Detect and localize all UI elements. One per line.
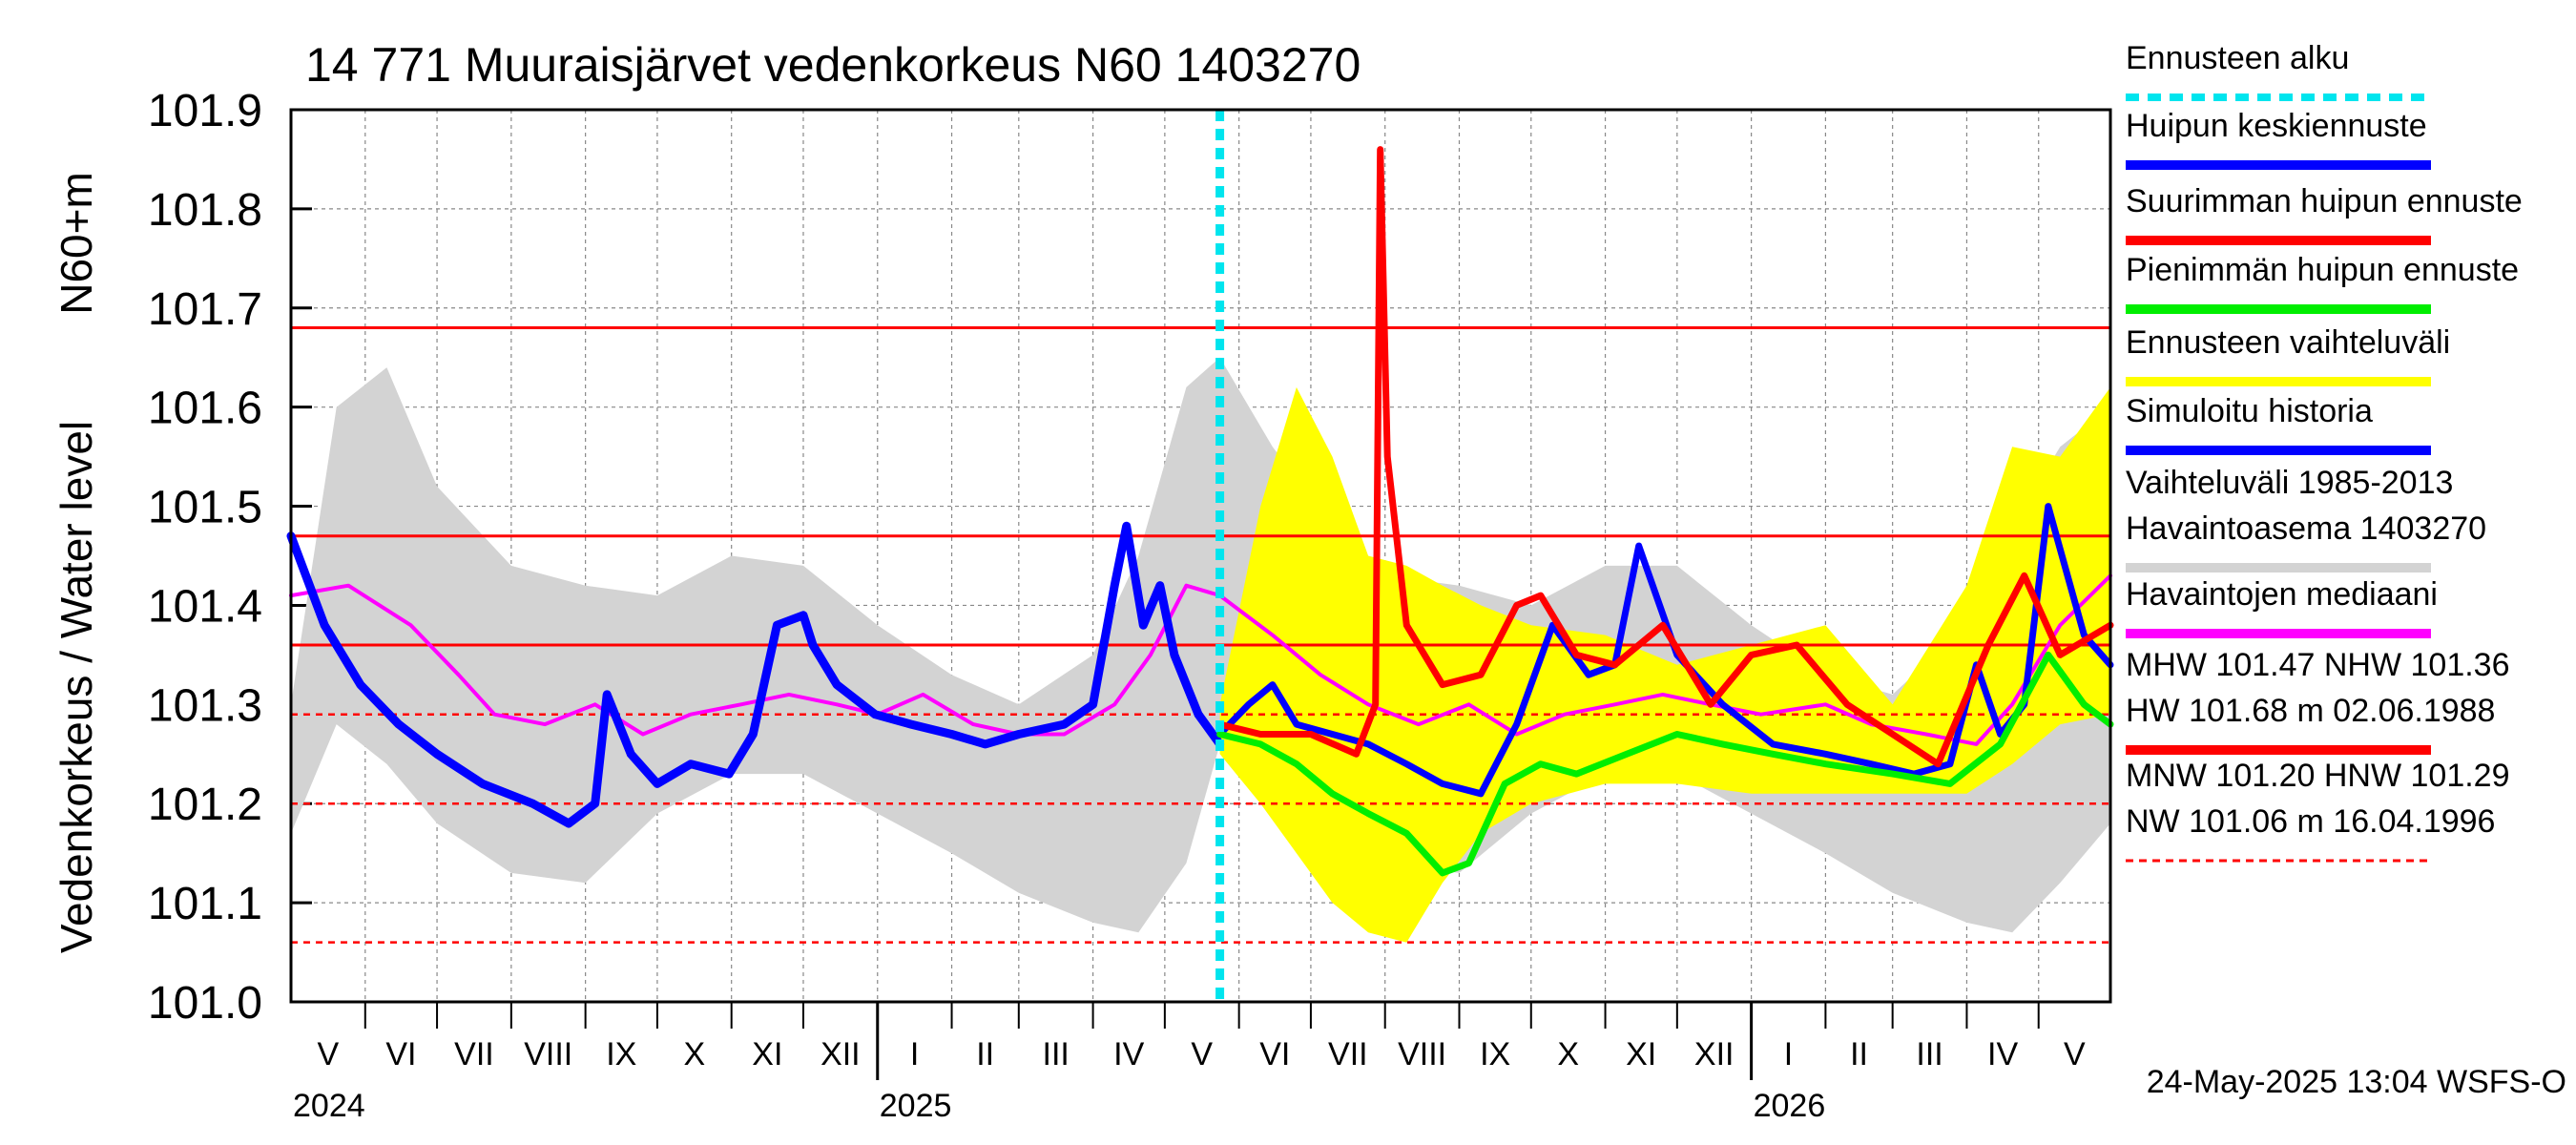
- month-label: IX: [606, 1036, 636, 1072]
- month-label: V: [2064, 1036, 2086, 1072]
- y-tick-label: 101.5: [148, 483, 262, 533]
- month-label: II: [1850, 1036, 1868, 1072]
- legend-label: Huipun keskiennuste: [2126, 108, 2427, 144]
- legend-label-line2: HW 101.68 m 02.06.1988: [2126, 693, 2495, 729]
- month-label: IX: [1480, 1036, 1510, 1072]
- series-pienimm-n-huipun-ennuste: [1216, 651, 2114, 877]
- month-label: XII: [1694, 1036, 1735, 1072]
- legend-label: Ennusteen alku: [2126, 40, 2349, 76]
- y-tick-label: 101.2: [148, 780, 262, 830]
- year-label: 2025: [880, 1088, 952, 1124]
- month-label: I: [1784, 1036, 1793, 1072]
- month-label: V: [318, 1036, 340, 1072]
- month-label: XI: [752, 1036, 782, 1072]
- plot-frame: [289, 108, 2112, 1004]
- series-huipun-keskiennuste: [1216, 503, 2114, 798]
- month-label: VII: [454, 1036, 494, 1072]
- month-label: IV: [1987, 1036, 2018, 1072]
- month-label: X: [683, 1036, 705, 1072]
- legend-label: MNW 101.20 HNW 101.29: [2126, 758, 2510, 794]
- month-label: VI: [385, 1036, 416, 1072]
- y-tick-label: 101.6: [148, 384, 262, 434]
- month-label: XI: [1626, 1036, 1656, 1072]
- legend-label: Pienimmän huipun ennuste: [2126, 252, 2519, 288]
- month-label: II: [976, 1036, 994, 1072]
- month-label: IV: [1113, 1036, 1144, 1072]
- plot-area: 101.0 101.1 101.2 101.3 101.4 101.5 101.6 101.7…: [148, 86, 2114, 1124]
- year-label: 2024: [293, 1088, 365, 1124]
- month-label: VIII: [524, 1036, 572, 1072]
- series-suurimman-huipun-ennuste: [1216, 146, 2114, 768]
- chart-title: 14 771 Muuraisjärvet vedenkorkeus N60 14…: [305, 38, 1361, 92]
- legend: Ennusteen alku Huipun keskiennuste Suurimm…: [2126, 40, 2523, 863]
- month-label: III: [1043, 1036, 1070, 1072]
- month-label: I: [910, 1036, 919, 1072]
- footer-timestamp: 24-May-2025 13:04 WSFS-O: [2147, 1064, 2566, 1100]
- y-tick-label: 101.7: [148, 284, 262, 335]
- y-tick-label: 101.8: [148, 185, 262, 236]
- month-label: XII: [821, 1036, 861, 1072]
- month-label: VIII: [1398, 1036, 1446, 1072]
- legend-label-line2: NW 101.06 m 16.04.1996: [2126, 803, 2495, 840]
- y-tick-label: 101.1: [148, 879, 262, 929]
- legend-label: MHW 101.47 NHW 101.36: [2126, 647, 2510, 683]
- y-tick-label: 101.3: [148, 680, 262, 731]
- year-label: 2026: [1754, 1088, 1826, 1124]
- y-tick-label: 101.0: [148, 978, 262, 1029]
- series-simuloitu-historia: [286, 521, 1225, 828]
- month-label: III: [1916, 1036, 1942, 1072]
- legend-label: Simuloitu historia: [2126, 393, 2373, 429]
- month-label: X: [1557, 1036, 1579, 1072]
- legend-label: Havaintojen mediaani: [2126, 576, 2438, 613]
- y-tick-label: 101.4: [148, 581, 262, 632]
- y-tick-label: 101.9: [148, 86, 262, 136]
- month-label: V: [1191, 1036, 1213, 1072]
- y-axis-label-unit: N60+m: [52, 172, 101, 315]
- month-label: VII: [1328, 1036, 1368, 1072]
- month-label: VI: [1259, 1036, 1290, 1072]
- y-axis-label-main: Vedenkorkeus / Water level: [52, 421, 101, 953]
- legend-label: Ennusteen vaihteluväli: [2126, 324, 2450, 361]
- legend-label: Suurimman huipun ennuste: [2126, 183, 2523, 219]
- forecast-band: [1219, 386, 2110, 943]
- legend-label: Vaihteluväli 1985-2013: [2126, 465, 2453, 501]
- legend-label-line2: Havaintoasema 1403270: [2126, 510, 2486, 547]
